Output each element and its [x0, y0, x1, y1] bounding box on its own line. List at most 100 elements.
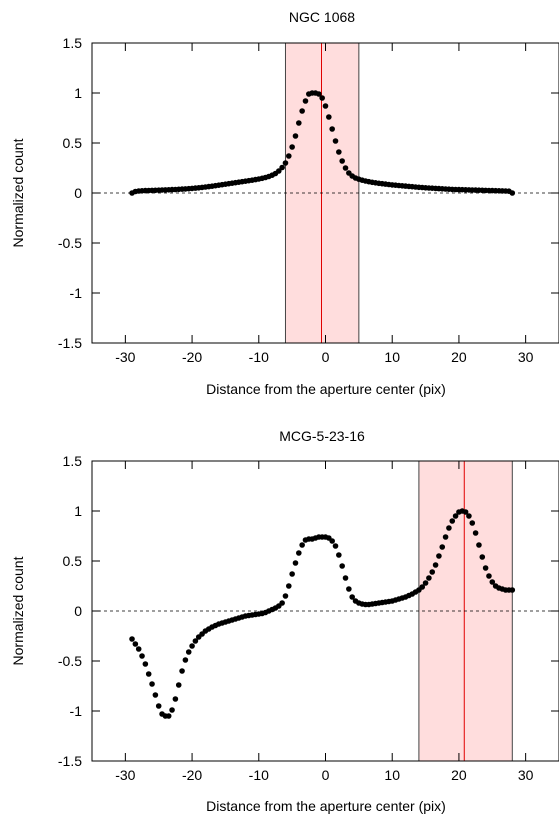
data-point — [339, 563, 345, 569]
data-point — [296, 120, 302, 126]
data-point — [189, 643, 195, 649]
data-point — [329, 126, 335, 132]
y-tick-label: -0.5 — [58, 235, 82, 251]
y-tick-label: 0.5 — [63, 135, 83, 151]
data-point — [329, 538, 335, 544]
data-point — [339, 158, 345, 164]
y-tick-label: -0.5 — [58, 653, 82, 669]
data-point — [482, 565, 489, 571]
data-point — [185, 649, 192, 655]
data-point — [342, 165, 349, 171]
y-tick-label: 1 — [74, 503, 82, 519]
data-point — [316, 91, 322, 97]
data-point — [462, 509, 469, 515]
data-point — [342, 575, 349, 581]
x-tick-label: -30 — [115, 767, 135, 783]
data-point — [489, 579, 496, 585]
data-point — [336, 552, 342, 558]
y-tick-label: -1 — [70, 703, 83, 719]
y-tick-label: 0 — [74, 185, 82, 201]
data-point — [139, 653, 145, 659]
data-point — [165, 713, 172, 719]
data-point — [299, 108, 305, 114]
x-tick-label: 0 — [322, 349, 330, 365]
data-point — [129, 636, 135, 642]
data-point — [142, 661, 149, 667]
data-point — [326, 114, 332, 120]
y-tick-label: -1.5 — [58, 335, 82, 351]
data-point — [332, 138, 339, 144]
chart-title: NGC 1068 — [289, 9, 355, 25]
x-tick-label: 20 — [451, 349, 467, 365]
data-point — [132, 641, 139, 647]
x-axis-label: Distance from the aperture center (pix) — [206, 798, 446, 814]
data-point — [422, 580, 429, 586]
data-point — [182, 657, 189, 663]
data-point — [509, 587, 516, 593]
data-point — [446, 525, 452, 531]
x-tick-label: -20 — [182, 767, 202, 783]
data-point — [289, 571, 295, 577]
data-point — [155, 703, 162, 709]
data-point — [172, 696, 179, 702]
data-point — [432, 562, 439, 568]
y-tick-label: 1.5 — [63, 35, 83, 51]
data-point — [302, 98, 309, 104]
data-point — [469, 520, 476, 526]
data-point — [476, 542, 482, 548]
data-point — [276, 168, 282, 174]
x-tick-label: 30 — [518, 767, 534, 783]
data-point — [349, 594, 355, 600]
data-point — [319, 95, 325, 101]
y-tick-label: -1 — [70, 285, 83, 301]
chart-panel-mcg-5-23-16: MCG-5-23-16 Distance from the aperture c… — [10, 428, 559, 814]
data-point — [292, 560, 299, 566]
x-tick-label: 0 — [322, 767, 330, 783]
y-tick-label: 1 — [74, 85, 82, 101]
data-point — [429, 569, 436, 575]
data-point — [169, 707, 175, 713]
data-point — [279, 164, 285, 171]
data-point — [286, 583, 292, 589]
data-point — [175, 682, 182, 688]
x-tick-label: -10 — [249, 767, 269, 783]
data-point — [279, 600, 285, 606]
x-tick-label: -30 — [115, 349, 135, 365]
data-point — [346, 586, 352, 592]
data-point — [486, 573, 492, 579]
data-point — [439, 544, 446, 550]
data-point — [509, 190, 516, 196]
data-point — [466, 513, 472, 519]
data-point — [292, 133, 299, 139]
data-point — [282, 160, 289, 166]
data-point — [436, 553, 442, 559]
data-point — [449, 518, 456, 524]
data-point — [452, 513, 459, 519]
x-tick-label: -20 — [182, 349, 202, 365]
data-point — [426, 575, 432, 581]
data-point — [299, 542, 305, 548]
data-point — [442, 534, 449, 540]
chart-panel-ngc-1068: NGC 1068 Distance from the aperture cent… — [10, 9, 559, 397]
x-tick-label: -10 — [249, 349, 269, 365]
data-point — [479, 554, 486, 560]
x-tick-label: 10 — [384, 349, 400, 365]
x-tick-label: 20 — [451, 767, 467, 783]
data-point — [286, 153, 292, 159]
data-point — [149, 681, 155, 687]
data-point — [332, 543, 339, 549]
data-point — [192, 638, 199, 644]
data-point — [472, 530, 479, 536]
data-point — [179, 668, 185, 674]
x-axis-label: Distance from the aperture center (pix) — [206, 381, 446, 397]
data-point — [135, 646, 142, 652]
data-point — [152, 692, 159, 698]
data-point — [145, 671, 152, 677]
data-point — [419, 584, 426, 590]
x-tick-label: 10 — [384, 767, 400, 783]
data-point — [289, 144, 295, 150]
data-point — [296, 550, 302, 556]
y-tick-label: 0 — [74, 603, 82, 619]
data-point — [282, 593, 289, 599]
